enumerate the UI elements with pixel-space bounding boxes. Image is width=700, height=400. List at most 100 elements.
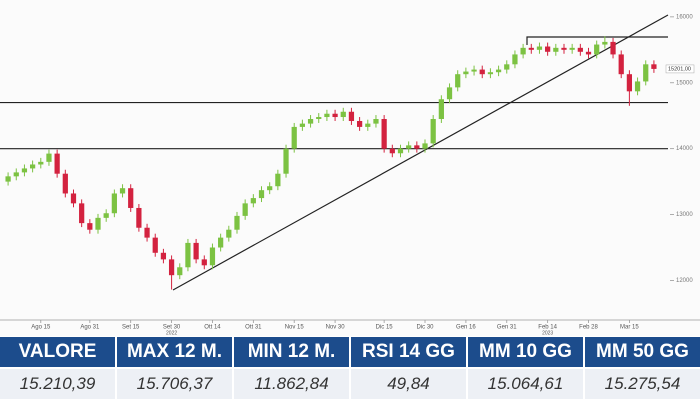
candle-body [487, 72, 494, 75]
candle-body [307, 119, 314, 124]
x-tick-label: Ott 31 [245, 325, 262, 331]
candle-body [234, 215, 240, 230]
candle-body [103, 213, 109, 218]
x-tick-label: Nov 15 [285, 325, 305, 331]
candle-body [365, 123, 371, 127]
x-tick-label: Set 30 [163, 325, 181, 331]
candle-body [70, 193, 77, 204]
candle-body [495, 69, 502, 73]
candle-body [62, 173, 68, 194]
y-tick-label: 12000 [676, 278, 693, 284]
candle-body [13, 172, 19, 177]
candle-body [258, 190, 265, 199]
candle-body [626, 74, 633, 92]
trend-line [172, 14, 669, 291]
candle-body [397, 148, 404, 154]
candle-body [185, 242, 191, 268]
candle-body [111, 193, 117, 214]
candle-body [422, 143, 428, 149]
candle-body [275, 173, 281, 187]
y-tick-label: 14000 [676, 146, 693, 152]
candle-body [504, 64, 510, 70]
table-header: MM 50 GG [585, 337, 700, 367]
x-year-label: 2023 [542, 330, 553, 336]
table-header: MM 10 GG [468, 337, 583, 367]
candle-body [250, 198, 256, 204]
candle-body [201, 259, 207, 266]
x-tick-label: Feb 14 [538, 325, 557, 331]
table-value: 49,84 [351, 369, 466, 399]
x-year-label: 2022 [166, 330, 177, 336]
candle-body [38, 161, 44, 165]
candle-body [651, 64, 657, 69]
candle-body [373, 119, 379, 124]
candle-body [512, 54, 518, 65]
candle-body [463, 71, 469, 75]
candle-body [5, 176, 11, 182]
candle-body [324, 113, 330, 118]
x-tick-label: Ott 14 [204, 325, 221, 331]
candle-body [536, 46, 543, 50]
candle-body [577, 47, 583, 52]
candle-body [54, 153, 60, 174]
candle-body [634, 81, 641, 92]
table-value: 11.862,84 [234, 369, 349, 399]
candle-body [479, 69, 485, 75]
table-header: RSI 14 GG [351, 337, 466, 367]
candle-body [218, 237, 224, 248]
candle-body [455, 74, 461, 88]
candle-body [29, 164, 36, 169]
candle-body [136, 207, 142, 228]
table-header: MAX 12 M. [117, 337, 232, 367]
y-tick-label: 15000 [676, 80, 693, 86]
candle-body [283, 148, 289, 174]
candle-body [569, 47, 575, 50]
candle-body [471, 69, 477, 72]
candle-body [160, 252, 167, 260]
x-tick-label: Feb 28 [579, 325, 598, 331]
candle-body [602, 41, 608, 45]
resistance-line [526, 36, 668, 45]
candle-body [226, 229, 232, 238]
x-tick-label: Ago 15 [31, 325, 51, 331]
candle-body [545, 46, 551, 52]
candle-body [585, 51, 592, 55]
table-value: 15.275,54 [585, 369, 700, 399]
x-tick-label: Dic 15 [376, 325, 394, 331]
table-header: VALORE [0, 337, 115, 367]
x-tick-label: Gen 16 [456, 325, 476, 331]
candle-body [119, 188, 126, 194]
candle-body [618, 54, 624, 75]
candle-body [46, 153, 52, 162]
candle-body [299, 123, 306, 127]
candle-body [643, 64, 649, 82]
candle-body [168, 259, 175, 276]
x-tick-label: Nov 30 [326, 325, 346, 331]
stats-table: VALORE MAX 12 M. MIN 12 M. RSI 14 GG MM 10 G… [0, 337, 700, 399]
x-tick-label: Dic 30 [417, 325, 435, 331]
last-price-label: 15201,00 [668, 66, 691, 72]
chart: 12000 13000 14000 15000 16000 Ago 15 Ago 31 Set… [0, 0, 700, 337]
candle-body [430, 119, 436, 144]
table-value: 15.706,37 [117, 369, 232, 399]
candle-body [316, 117, 322, 120]
candle-body [356, 120, 363, 127]
candle-body [520, 47, 526, 55]
candle-body [291, 126, 297, 149]
candle-body [87, 223, 93, 230]
candle-body [340, 111, 346, 118]
x-tick-label: Mar 15 [620, 325, 639, 331]
candle-body [152, 237, 158, 253]
candle-body [242, 203, 248, 216]
candle-body [193, 242, 199, 260]
candle-body [438, 99, 444, 120]
candle-body [267, 186, 273, 191]
candle-body [528, 47, 534, 50]
x-tick-label: Set 15 [122, 325, 140, 331]
candle-body [79, 203, 85, 224]
chart-background [0, 0, 700, 336]
x-tick-label: Ago 31 [80, 325, 100, 331]
candle-body [553, 47, 559, 52]
candle-body [95, 217, 101, 230]
